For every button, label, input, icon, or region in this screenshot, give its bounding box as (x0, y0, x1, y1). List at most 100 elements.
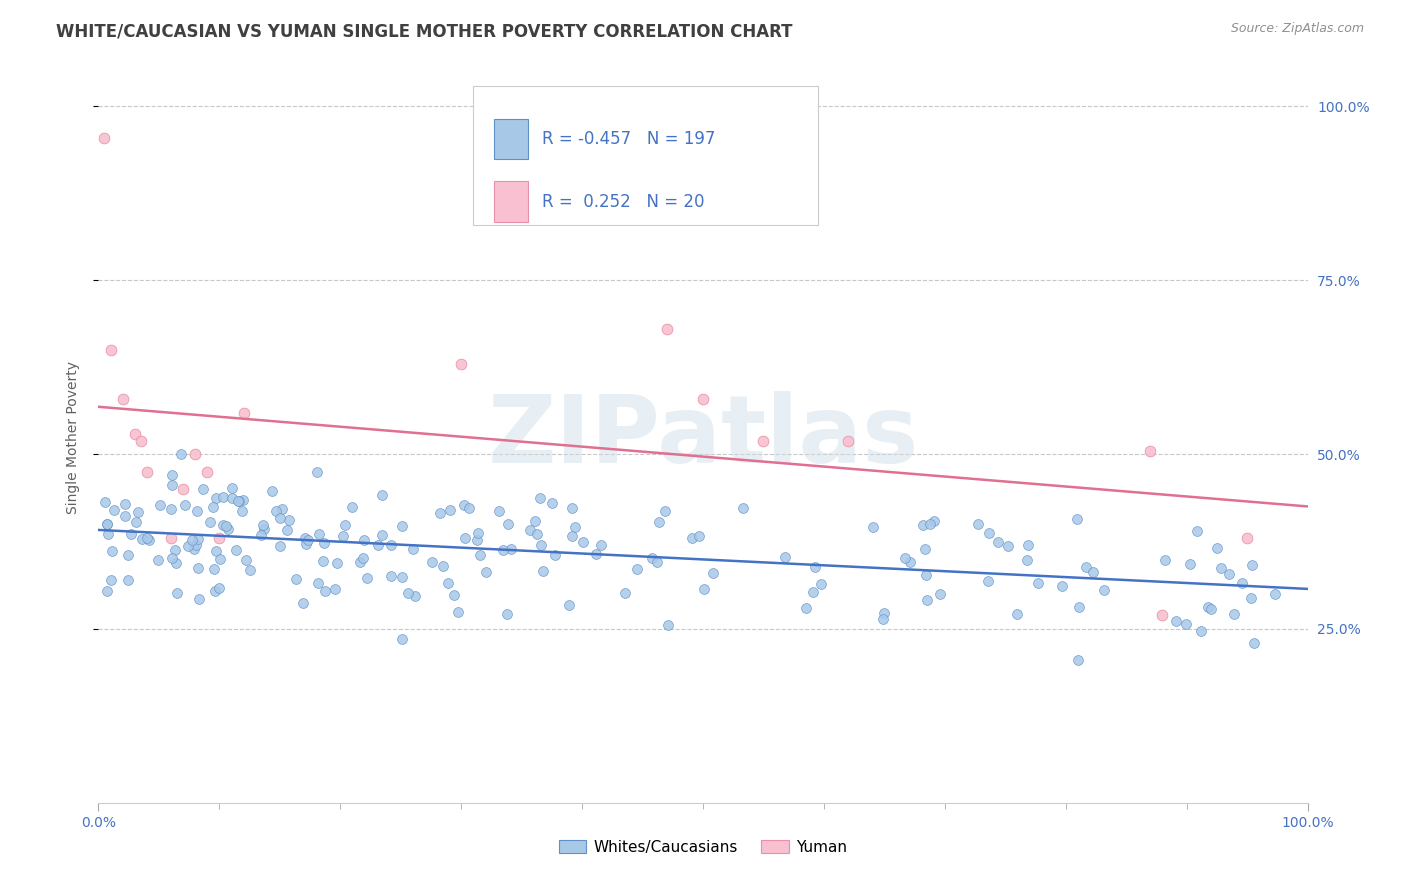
Point (307, 575, 329, 590)
Y-axis label: Single Mother Poverty: Single Mother Poverty (66, 360, 80, 514)
Point (127, 505, 149, 519)
Point (1066, 653, 1088, 667)
Point (396, 586, 419, 600)
Point (135, 465, 157, 479)
Point (211, 490, 233, 504)
Point (1174, 616, 1197, 631)
Point (731, 501, 754, 516)
Point (654, 503, 676, 517)
Point (922, 514, 945, 528)
Point (558, 598, 581, 612)
Point (177, 539, 200, 553)
Point (170, 446, 193, 460)
Point (1241, 558, 1264, 572)
Point (308, 526, 330, 541)
Point (894, 550, 917, 565)
Point (184, 448, 207, 462)
Text: ZIPatlas: ZIPatlas (488, 391, 918, 483)
Point (120, 527, 142, 541)
Point (524, 514, 547, 528)
Point (292, 596, 315, 610)
FancyBboxPatch shape (474, 86, 818, 225)
Point (253, 522, 276, 536)
Point (432, 558, 454, 573)
Point (166, 586, 188, 600)
Point (585, 547, 607, 561)
Point (488, 504, 510, 518)
Point (335, 518, 357, 533)
Legend: Whites/Caucasians, Yuman: Whites/Caucasians, Yuman (553, 834, 853, 861)
Point (96, 584, 118, 599)
Point (232, 406, 254, 420)
Point (530, 538, 553, 552)
Point (195, 465, 218, 479)
Point (225, 543, 247, 558)
Point (692, 392, 714, 406)
Point (1185, 524, 1208, 538)
Point (232, 493, 254, 508)
Point (270, 502, 292, 516)
Bar (494, 120, 527, 160)
Point (332, 528, 354, 542)
Point (1264, 587, 1286, 601)
Point (148, 553, 170, 567)
Point (693, 582, 716, 597)
Point (1139, 444, 1161, 458)
Point (160, 478, 183, 492)
Point (912, 518, 935, 533)
Point (193, 482, 215, 496)
Point (325, 556, 347, 570)
Point (1189, 624, 1212, 638)
Point (915, 593, 938, 607)
Point (264, 504, 287, 518)
Point (526, 527, 548, 541)
Point (804, 559, 827, 574)
Point (801, 585, 824, 599)
Point (402, 542, 425, 557)
Point (103, 503, 125, 517)
Point (202, 562, 225, 576)
Point (1240, 591, 1263, 606)
Point (215, 519, 238, 533)
Point (212, 517, 235, 532)
Point (353, 533, 375, 547)
Point (205, 491, 228, 505)
Point (492, 543, 515, 558)
Point (165, 556, 187, 570)
Point (561, 529, 583, 543)
Point (572, 534, 595, 549)
Point (655, 322, 678, 336)
Point (160, 501, 183, 516)
Point (294, 532, 316, 546)
Point (239, 563, 262, 577)
Point (561, 500, 583, 515)
Point (352, 550, 374, 565)
Point (371, 487, 394, 501)
Point (752, 434, 775, 448)
Point (541, 496, 564, 510)
Point (1199, 602, 1222, 616)
Point (681, 531, 703, 545)
Point (252, 517, 274, 532)
Point (129, 434, 152, 448)
Point (371, 528, 394, 542)
Point (794, 601, 817, 615)
Point (918, 516, 941, 531)
Point (647, 515, 669, 529)
Point (1066, 512, 1088, 526)
Point (367, 538, 389, 552)
Point (100, 573, 122, 587)
Point (314, 584, 336, 599)
Point (228, 493, 250, 508)
Point (136, 531, 159, 545)
Point (1205, 541, 1227, 556)
Point (284, 572, 307, 586)
Point (269, 511, 291, 525)
Point (186, 504, 208, 518)
Point (391, 632, 413, 646)
Point (977, 574, 1000, 588)
Point (1232, 575, 1254, 590)
Text: R =  0.252   N = 20: R = 0.252 N = 20 (543, 193, 704, 211)
Point (837, 434, 859, 448)
Point (453, 498, 475, 512)
